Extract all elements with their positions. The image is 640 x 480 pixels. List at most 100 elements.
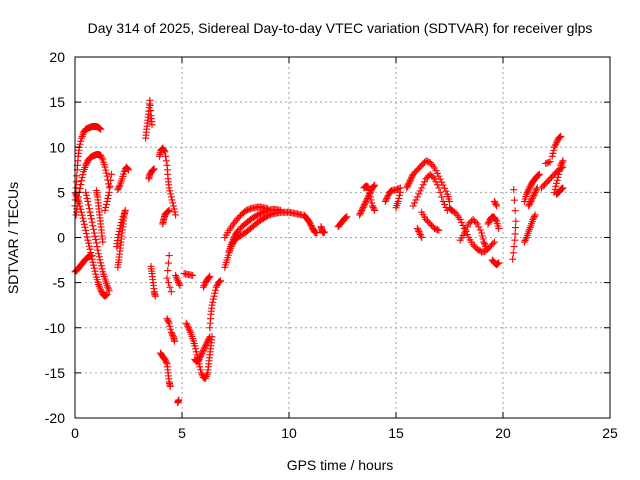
data-point-marker: [191, 342, 199, 350]
series-arc-as: [520, 211, 539, 246]
data-point-marker: [204, 336, 212, 344]
data-point-marker: [473, 220, 481, 228]
data-point-marker: [87, 212, 95, 220]
data-point-marker: [212, 283, 220, 291]
data-point-marker: [174, 278, 182, 286]
data-point-marker: [512, 217, 520, 225]
data-point-marker: [412, 196, 420, 204]
data-point-marker: [149, 166, 157, 174]
data-point-marker: [559, 157, 567, 165]
y-tick-label: 0: [57, 230, 65, 246]
data-point-marker: [438, 193, 446, 201]
data-point-marker: [115, 184, 123, 192]
data-point-marker: [209, 295, 217, 303]
data-point-marker: [84, 236, 92, 244]
data-point-marker: [82, 230, 90, 238]
series-arc-k: [145, 165, 158, 183]
data-point-marker: [521, 237, 529, 245]
data-point-marker: [89, 222, 97, 230]
data-point-marker: [395, 184, 403, 192]
data-point-marker: [97, 125, 105, 133]
series-arc-m: [156, 144, 180, 219]
data-point-marker: [104, 283, 112, 291]
data-point-marker: [189, 271, 197, 279]
data-point-marker: [523, 190, 531, 198]
data-point-marker: [84, 197, 92, 205]
data-point-marker: [77, 181, 85, 189]
data-point-marker: [546, 158, 554, 166]
data-point-marker: [533, 185, 541, 193]
data-point-marker: [151, 292, 159, 300]
data-point-marker: [492, 200, 500, 208]
data-point-marker: [435, 226, 443, 234]
data-point-marker: [551, 142, 559, 150]
data-point-marker: [166, 382, 174, 390]
data-point-marker: [88, 252, 96, 260]
data-point-marker: [88, 218, 96, 226]
series-arc-af: [360, 182, 379, 214]
data-point-marker: [85, 242, 93, 250]
series-arc-ax: [550, 157, 567, 196]
data-point-marker: [360, 202, 368, 210]
data-point-marker: [102, 169, 110, 177]
data-point-marker: [208, 301, 216, 309]
data-point-marker: [368, 202, 376, 210]
data-point-marker: [365, 186, 373, 194]
data-point-marker: [195, 355, 203, 363]
data-point-marker: [530, 191, 538, 199]
data-point-marker: [90, 264, 98, 272]
data-point-marker: [202, 340, 210, 348]
data-point-marker: [525, 202, 533, 210]
data-point-marker: [530, 190, 538, 198]
data-point-marker: [489, 240, 497, 248]
series-arc-ad: [334, 213, 351, 231]
data-point-marker: [210, 292, 218, 300]
series-arc-o: [163, 252, 175, 296]
data-point-marker: [86, 245, 94, 253]
data-point-marker: [72, 184, 80, 192]
y-tick-label: -15: [45, 365, 65, 381]
data-point-marker: [553, 139, 560, 147]
series-arc-s: [174, 396, 183, 407]
data-point-marker: [418, 234, 426, 241]
data-point-marker: [358, 206, 366, 214]
data-point-marker: [306, 220, 314, 228]
data-point-marker: [493, 202, 501, 210]
data-point-marker: [91, 267, 99, 275]
x-tick-label: 10: [281, 425, 297, 441]
data-point-marker: [557, 160, 565, 168]
data-point-marker: [192, 345, 200, 353]
series-arc-q: [157, 349, 174, 390]
data-point-marker: [525, 186, 533, 194]
data-point-marker: [531, 188, 539, 196]
data-point-marker: [171, 208, 179, 216]
series-arc-aa: [221, 203, 272, 241]
data-point-marker: [90, 229, 98, 237]
data-point-marker: [558, 158, 566, 166]
data-point-marker: [368, 199, 376, 207]
data-point-marker: [197, 369, 205, 377]
data-point-marker: [95, 250, 103, 258]
y-tick-label: 10: [49, 139, 65, 155]
data-point-marker: [96, 125, 104, 133]
data-point-marker: [168, 196, 176, 204]
data-point-marker: [80, 217, 88, 225]
series-arc-al: [413, 224, 426, 241]
data-point-marker: [209, 298, 217, 306]
series-arc-h: [113, 206, 129, 271]
data-point-marker: [82, 226, 90, 234]
data-point-marker: [394, 197, 402, 205]
data-point-marker: [96, 256, 104, 264]
data-point-marker: [381, 197, 389, 205]
data-point-marker: [168, 330, 176, 338]
data-point-marker: [201, 343, 209, 351]
data-point-marker: [382, 196, 390, 204]
data-point-marker: [82, 188, 90, 196]
data-point-marker: [557, 185, 565, 193]
data-point-marker: [95, 253, 103, 261]
data-point-marker: [77, 208, 85, 216]
data-point-marker: [92, 239, 100, 247]
data-point-marker: [408, 173, 416, 181]
data-point-marker: [411, 199, 419, 207]
